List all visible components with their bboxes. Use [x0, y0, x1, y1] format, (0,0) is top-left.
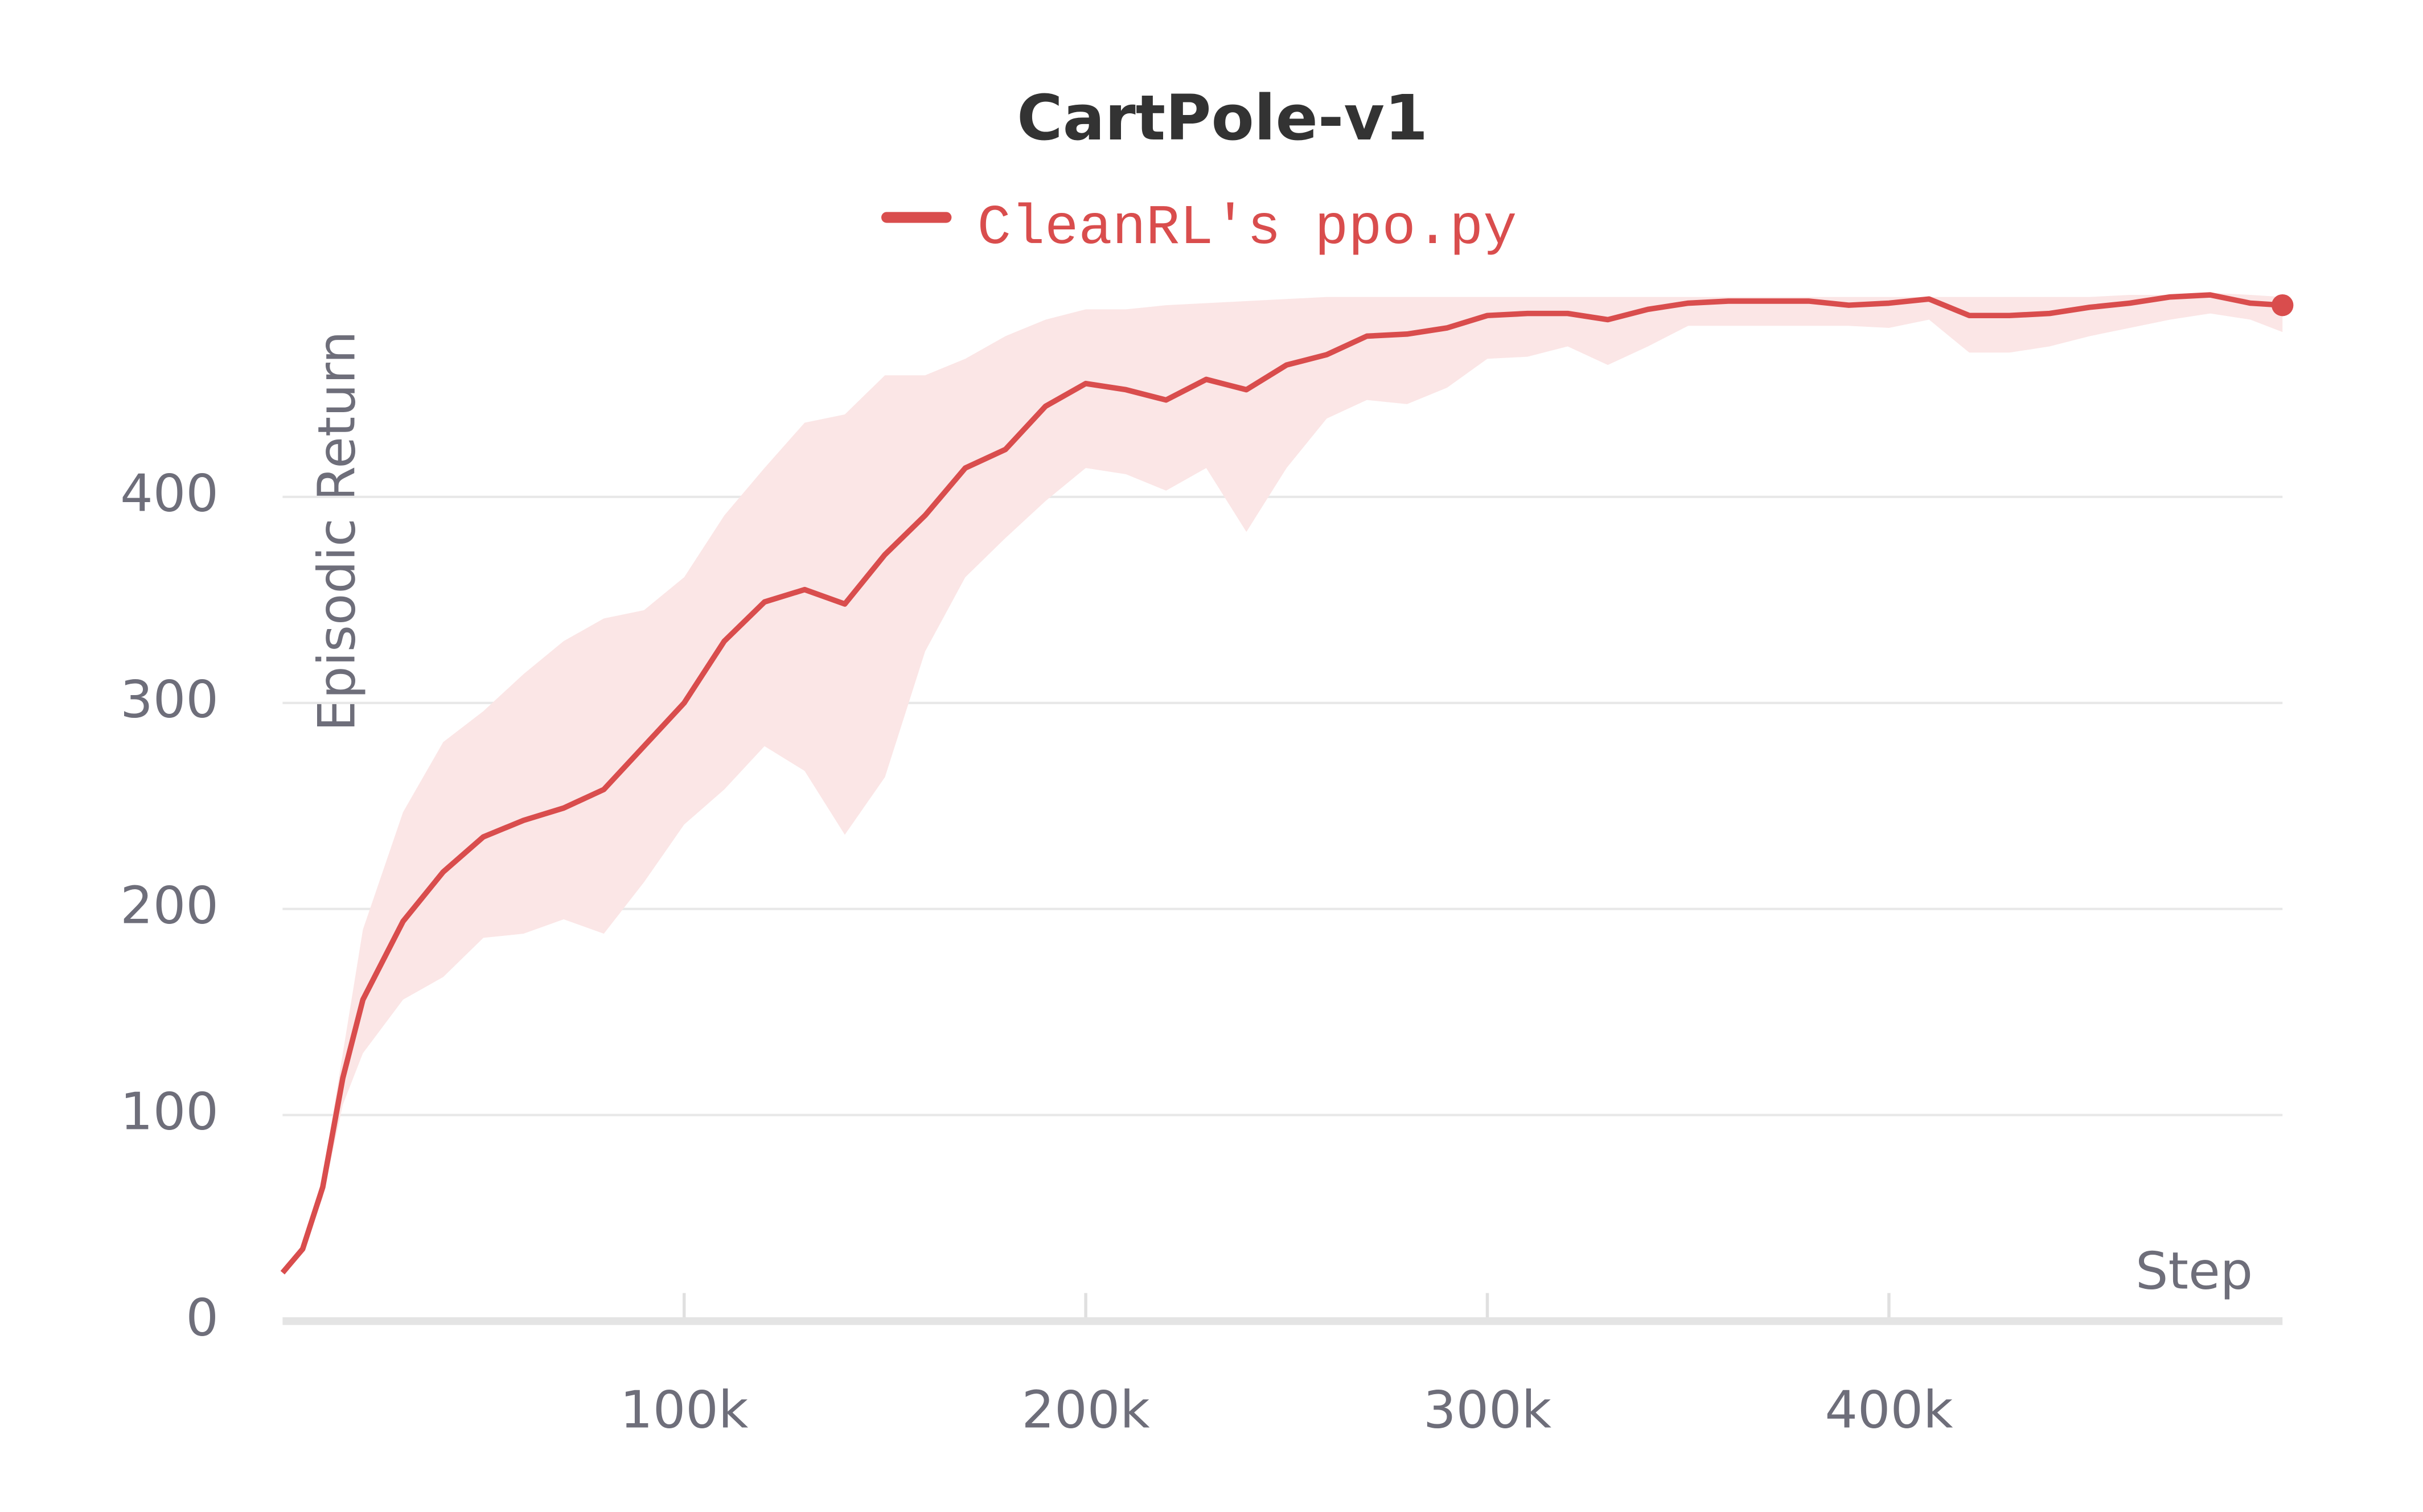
y-tick-label: 200 [120, 876, 219, 936]
chart-title: CartPole-v1 [1017, 81, 1428, 154]
x-tick-label: 300k [1423, 1380, 1552, 1440]
y-tick-label: 100 [120, 1082, 219, 1142]
y-tick-label: 300 [120, 670, 219, 730]
x-tick-label: 200k [1022, 1380, 1151, 1440]
x-axis-label: Step [2135, 1241, 2253, 1301]
x-tick-label: 100k [620, 1380, 749, 1440]
x-tick-label: 400k [1825, 1380, 1953, 1440]
legend-label: CleanRL's ppo.py [978, 196, 1517, 260]
y-tick-label: 0 [186, 1288, 219, 1348]
y-axis-label: Episodic Return [307, 331, 367, 732]
band [282, 293, 2283, 1274]
y-tick-label: 400 [120, 464, 219, 524]
line [280, 292, 2283, 1275]
end-marker [2272, 294, 2294, 317]
